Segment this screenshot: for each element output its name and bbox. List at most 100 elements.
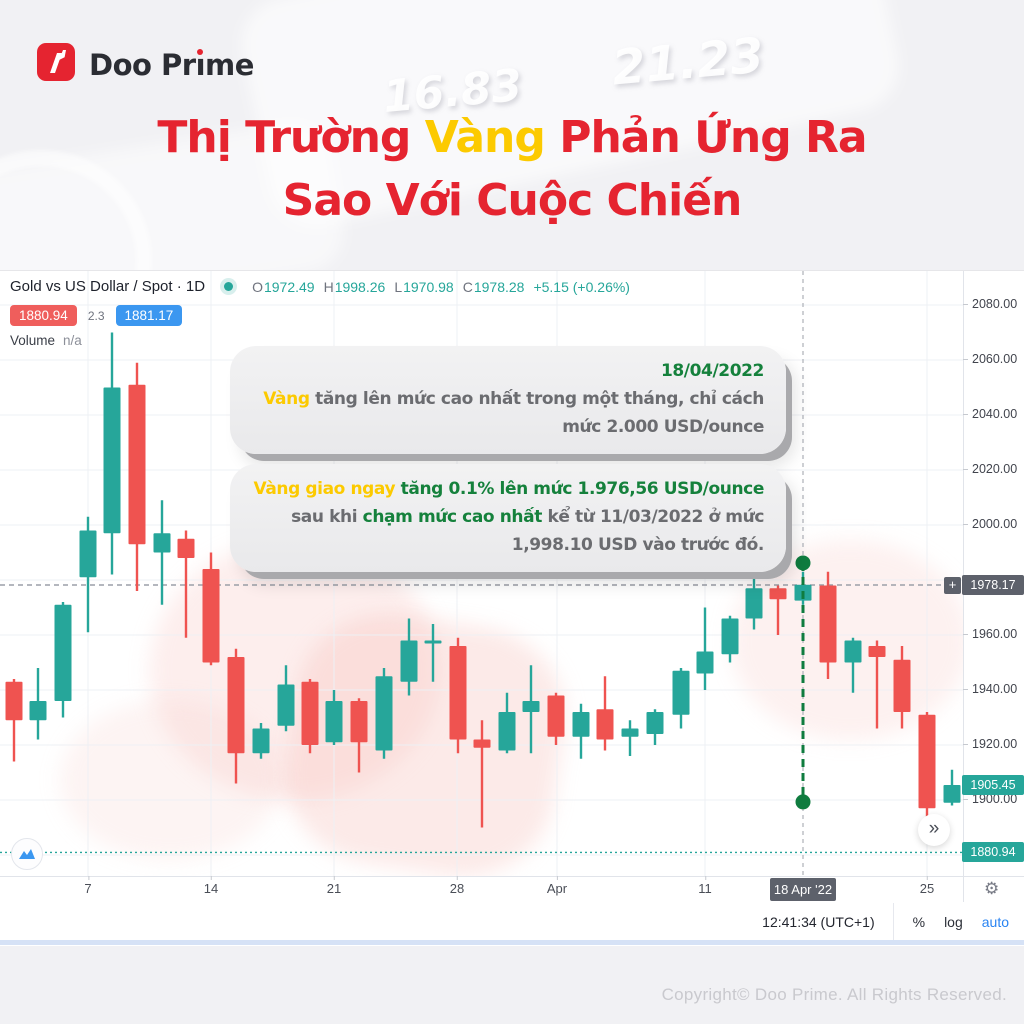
text-segment: mức 2.000 USD/ounce <box>562 417 764 437</box>
copyright-text: Copyright© Doo Prime. All Rights Reserve… <box>661 985 1007 1004</box>
time-axis-label: Apr <box>546 876 568 896</box>
chart-bottom-toolbar: 12:41:34 (UTC+1) % log auto <box>0 903 1024 940</box>
text-segment: tăng lên mức cao nhất trong một tháng, c… <box>309 389 764 409</box>
annotation-line: mức 2.000 USD/ounce <box>248 413 764 441</box>
candle-body <box>672 670 690 715</box>
time-axis-label: 25 <box>919 876 935 896</box>
text-segment: Sao Với Cuộc Chiến <box>282 175 743 226</box>
volume-label: Volume <box>10 333 56 348</box>
volume-value: n/a <box>63 333 82 348</box>
text-segment: tăng 0.1% lên mức 1.976,56 USD/ounce <box>395 479 765 499</box>
gear-settings-icon[interactable]: ⚙ <box>984 879 1000 898</box>
time-axis[interactable]: 7 14 21 28 Apr 11 25 <box>0 876 963 902</box>
text-segment: Vàng giao ngay <box>253 479 396 499</box>
candle-body <box>54 604 72 701</box>
annotation-line: sau khi chạm mức cao nhất kể từ 11/03/20… <box>248 503 764 531</box>
log-scale-button[interactable]: log <box>944 913 963 930</box>
ohlc-item: L1970.98 <box>394 278 454 295</box>
page-title: Thị Trường Vàng Phản Ứng Ra Sao Với Cuộc… <box>0 106 1024 232</box>
candle-body <box>103 387 121 534</box>
text-segment: sau khi <box>291 507 363 527</box>
range-marker-top-dot <box>795 555 811 571</box>
bid-price-button[interactable]: 1880.94 <box>10 305 77 326</box>
candle-body <box>128 384 146 545</box>
price-axis-label: 1900.00 <box>963 792 1024 806</box>
candle-body <box>646 712 664 734</box>
toolbar-divider <box>892 903 894 940</box>
time-axis-label: 21 <box>326 876 342 896</box>
candle-body <box>424 640 442 644</box>
auto-scale-button[interactable]: auto <box>981 913 1009 930</box>
symbol-title[interactable]: Gold vs US Dollar / Spot · 1D <box>10 278 206 295</box>
price-axis[interactable]: 2080.00 2060.00 2040.00 2020.00 2000.00 1960.… <box>963 271 1024 876</box>
ohlc-item: H1998.26 <box>323 278 386 295</box>
clock-timezone-label[interactable]: 12:41:34 (UTC+1) <box>762 913 875 930</box>
candle-body <box>5 681 23 721</box>
range-marker-bottom-dot <box>795 794 811 810</box>
candle-body <box>153 533 171 553</box>
scroll-right-chevrons-button[interactable]: » <box>918 814 950 846</box>
candle-body <box>325 701 343 743</box>
candle-body <box>227 657 245 754</box>
candle-body <box>400 640 418 682</box>
chart-watermark-button[interactable] <box>11 838 43 870</box>
spread-value: 2.3 <box>87 308 105 323</box>
candle-body <box>943 785 961 803</box>
page-title-line2: Sao Với Cuộc Chiến <box>0 169 1024 232</box>
price-axis-label: 1920.00 <box>963 737 1024 751</box>
candle-body <box>844 640 862 663</box>
bid-ask-row: 1880.94 2.3 1881.17 <box>10 305 183 326</box>
candle-body <box>621 728 639 737</box>
red-i-dot <box>197 48 204 55</box>
ohlc-item: O1972.49 <box>252 278 315 295</box>
percent-scale-button[interactable]: % <box>912 913 926 930</box>
candle-body <box>721 618 739 655</box>
price-axis-label: 2060.00 <box>963 352 1024 366</box>
price-axis-label: 2080.00 <box>963 297 1024 311</box>
candle-body <box>29 701 47 721</box>
price-axis-label: 1960.00 <box>963 627 1024 641</box>
text-segment: Thị Trường <box>157 112 425 163</box>
candle-body <box>572 712 590 737</box>
market-status-dot-icon <box>224 282 234 291</box>
candle-body <box>252 728 270 754</box>
current-price-badge: 1978.17 <box>962 575 1024 596</box>
text-segment: chạm mức cao nhất <box>362 507 543 527</box>
annotation-line: 1,998.10 USD vào trước đó. <box>248 531 765 559</box>
candle-body <box>177 538 195 558</box>
text-segment: 18/04/2022 <box>660 361 764 381</box>
candle-body <box>868 646 886 657</box>
ohlc-item: C1978.28 <box>462 278 525 295</box>
low-price-badge: 1880.94 <box>962 842 1024 863</box>
text-segment: Vàng <box>424 112 546 163</box>
candle-body <box>350 701 368 743</box>
candle-body <box>202 569 220 663</box>
chart-bottom-strip <box>0 940 1024 945</box>
time-axis-label: 11 <box>698 876 712 896</box>
doo-prime-logo-icon <box>36 42 76 87</box>
last-price-badge: 1905.45 <box>962 775 1024 795</box>
candle-body <box>473 739 491 748</box>
text-segment: 1,998.10 USD vào trước đó. <box>511 535 765 555</box>
candle-body <box>79 530 97 578</box>
ohlc-values: O1972.49 H1998.26 L1970.98 C1978.28 <box>252 279 524 295</box>
time-axis-label: 7 <box>84 876 92 896</box>
candle-body <box>918 714 936 809</box>
price-axis-label: 1940.00 <box>963 682 1024 696</box>
ask-price-button[interactable]: 1881.17 <box>115 305 183 326</box>
page-title-line1: Thị Trường Vàng Phản Ứng Ra <box>0 106 1024 169</box>
change-value: +5.15 (+0.26%) <box>533 278 630 295</box>
candle-body <box>893 659 911 712</box>
candle-body <box>301 681 319 745</box>
mountain-chart-icon <box>19 849 35 859</box>
candle-body <box>596 709 614 740</box>
candle-body <box>449 646 467 740</box>
selected-date-badge: 18 Apr '22 <box>770 878 836 901</box>
add-alert-plus-button[interactable]: + <box>944 577 961 595</box>
candle-body <box>498 712 516 751</box>
price-axis-label: 2020.00 <box>963 462 1024 476</box>
brand-logo: Doo Prı me <box>36 42 254 87</box>
candle-body <box>819 585 837 663</box>
